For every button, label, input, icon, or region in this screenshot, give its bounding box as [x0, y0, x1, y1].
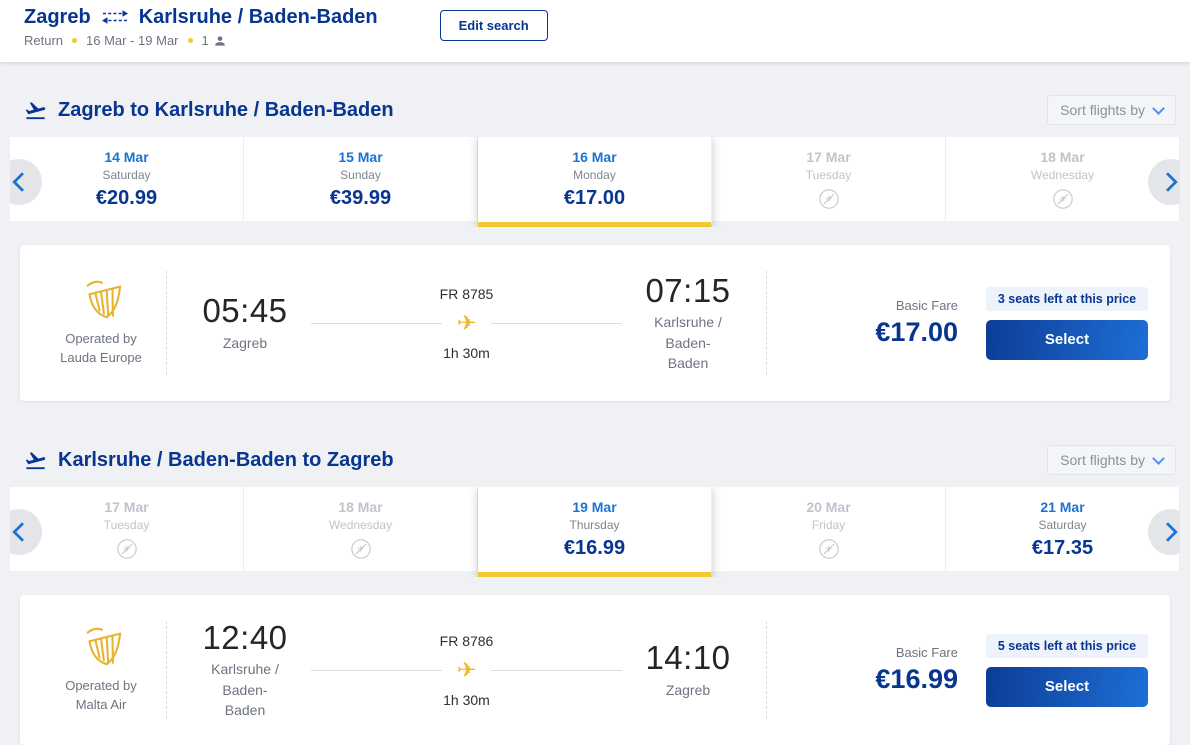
- arrival-time: 07:15: [622, 273, 754, 309]
- outbound-flight-card: Operated by Lauda Europe 05:45 Zagreb FR…: [20, 245, 1170, 401]
- separator-dot: [72, 38, 77, 43]
- return-section-title: Karlsruhe / Baden-Baden to Zagreb: [58, 449, 394, 472]
- route-title: Zagreb Karlsruhe / Baden-Baden: [24, 4, 378, 30]
- route-destination: Karlsruhe / Baden-Baden: [139, 4, 378, 30]
- ryanair-harp-logo: [78, 626, 124, 668]
- date-cell-17-mar-noflights[interactable]: 17 Mar Tuesday ✈: [712, 137, 946, 221]
- fare-price: €16.99: [773, 664, 958, 695]
- route-origin: Zagreb: [24, 4, 91, 30]
- divider: [766, 621, 767, 719]
- date-cell-15-mar[interactable]: 15 Mar Sunday €39.99: [244, 137, 478, 221]
- date-cell-16-mar-selected[interactable]: 16 Mar Monday €17.00: [478, 137, 712, 227]
- date-cell-19-mar-selected[interactable]: 19 Mar Thursday €16.99: [478, 487, 712, 577]
- chevron-down-icon: [1152, 452, 1165, 465]
- operated-by-label: Operated by Lauda Europe: [58, 329, 144, 368]
- divider: [166, 621, 167, 719]
- fare-type-label: Basic Fare: [773, 645, 958, 660]
- fare-block: Basic Fare €17.00: [773, 298, 964, 348]
- no-flights-icon: ✈: [116, 538, 138, 560]
- route-info: FR 8786 ✈ 1h 30m: [311, 633, 622, 708]
- date-cell-18-mar-noflights[interactable]: 18 Mar Wednesday ✈: [946, 137, 1180, 221]
- arrival-city: Zagreb: [649, 680, 727, 700]
- route-segment: [491, 323, 622, 324]
- arrival-stop: 14:10 Zagreb: [622, 640, 754, 700]
- date-cell-21-mar[interactable]: 21 Mar Saturday €17.35: [946, 487, 1180, 571]
- arrival-stop: 07:15 Karlsruhe / Baden-Baden: [622, 273, 754, 373]
- chevron-left-icon: [12, 522, 32, 542]
- seats-left-badge: 5 seats left at this price: [986, 634, 1148, 658]
- cta-block: 5 seats left at this price Select: [986, 634, 1148, 707]
- divider: [166, 271, 167, 375]
- sort-flights-dropdown[interactable]: Sort flights by: [1047, 445, 1176, 475]
- departure-time: 12:40: [179, 620, 311, 656]
- chevron-left-icon: [12, 172, 32, 192]
- arrival-city: Karlsruhe / Baden-Baden: [649, 312, 727, 373]
- operator-column: Operated by Malta Air: [42, 626, 160, 715]
- departure-city: Zagreb: [206, 333, 284, 353]
- flight-number: FR 8785: [440, 286, 494, 302]
- date-cell-17-mar-noflights[interactable]: 17 Mar Tuesday ✈: [10, 487, 244, 571]
- flight-takeoff-icon: [24, 449, 47, 472]
- no-flights-icon: ✈: [818, 538, 840, 560]
- departure-city: Karlsruhe / Baden-Baden: [206, 659, 284, 720]
- departure-stop: 05:45 Zagreb: [179, 293, 311, 353]
- fare-price: €17.00: [773, 317, 958, 348]
- flight-number: FR 8786: [440, 633, 494, 649]
- journey-details: 12:40 Karlsruhe / Baden-Baden FR 8786 ✈ …: [173, 620, 760, 720]
- select-flight-button[interactable]: Select: [986, 667, 1148, 707]
- route-segment: [311, 323, 442, 324]
- fare-block: Basic Fare €16.99: [773, 645, 964, 695]
- select-flight-button[interactable]: Select: [986, 320, 1148, 360]
- chevron-down-icon: [1152, 102, 1165, 115]
- cta-block: 3 seats left at this price Select: [986, 287, 1148, 360]
- departure-stop: 12:40 Karlsruhe / Baden-Baden: [179, 620, 311, 720]
- operated-by-label: Operated by Malta Air: [58, 676, 144, 715]
- operator-column: Operated by Lauda Europe: [42, 279, 160, 368]
- outbound-title-row: Zagreb to Karlsruhe / Baden-Baden: [24, 99, 394, 122]
- journey-details: 05:45 Zagreb FR 8785 ✈ 1h 30m 07:15 Karl…: [173, 273, 760, 373]
- separator-dot: [188, 38, 193, 43]
- edit-search-button[interactable]: Edit search: [440, 10, 548, 41]
- divider: [766, 271, 767, 375]
- flight-duration: 1h 30m: [443, 692, 490, 708]
- ryanair-harp-logo: [78, 279, 124, 321]
- outbound-section-title: Zagreb to Karlsruhe / Baden-Baden: [58, 99, 394, 122]
- chevron-right-icon: [1158, 522, 1178, 542]
- flight-takeoff-icon: [24, 99, 47, 122]
- return-date-carousel: 17 Mar Tuesday ✈ 18 Mar Wednesday ✈: [10, 487, 1180, 577]
- date-cell-20-mar-noflights[interactable]: 20 Mar Friday ✈: [712, 487, 946, 571]
- return-section: Karlsruhe / Baden-Baden to Zagreb Sort f…: [0, 445, 1190, 745]
- outbound-section: Zagreb to Karlsruhe / Baden-Baden Sort f…: [0, 95, 1190, 401]
- search-params: Return 16 Mar - 19 Mar 1: [24, 33, 378, 48]
- arrival-time: 14:10: [622, 640, 754, 676]
- route-info: FR 8785 ✈ 1h 30m: [311, 286, 622, 361]
- search-summary: Zagreb Karlsruhe / Baden-Baden Return 16…: [24, 4, 378, 48]
- fare-type-label: Basic Fare: [773, 298, 958, 313]
- date-cell-18-mar-noflights[interactable]: 18 Mar Wednesday ✈: [244, 487, 478, 571]
- seats-left-badge: 3 seats left at this price: [986, 287, 1148, 311]
- swap-arrows-icon: [101, 9, 129, 25]
- date-cell-14-mar[interactable]: 14 Mar Saturday €20.99: [10, 137, 244, 221]
- departure-time: 05:45: [179, 293, 311, 329]
- outbound-date-carousel: 14 Mar Saturday €20.99 15 Mar Sunday €39…: [10, 137, 1180, 227]
- return-title-row: Karlsruhe / Baden-Baden to Zagreb: [24, 449, 394, 472]
- return-flight-card: Operated by Malta Air 12:40 Karlsruhe / …: [20, 595, 1170, 745]
- date-range-label: 16 Mar - 19 Mar: [86, 33, 178, 48]
- flight-duration: 1h 30m: [443, 345, 490, 361]
- chevron-right-icon: [1158, 172, 1178, 192]
- plane-icon: ✈: [456, 660, 476, 681]
- passenger-count: 1: [202, 33, 227, 48]
- person-icon: [213, 34, 227, 48]
- route-line: ✈: [311, 660, 622, 681]
- plane-icon: ✈: [456, 313, 476, 334]
- route-line: ✈: [311, 313, 622, 334]
- trip-type-label: Return: [24, 33, 63, 48]
- search-summary-bar: Zagreb Karlsruhe / Baden-Baden Return 16…: [0, 0, 1190, 62]
- route-segment: [491, 670, 622, 671]
- sort-flights-dropdown[interactable]: Sort flights by: [1047, 95, 1176, 125]
- no-flights-icon: ✈: [1052, 188, 1074, 210]
- route-segment: [311, 670, 442, 671]
- no-flights-icon: ✈: [818, 188, 840, 210]
- no-flights-icon: ✈: [350, 538, 372, 560]
